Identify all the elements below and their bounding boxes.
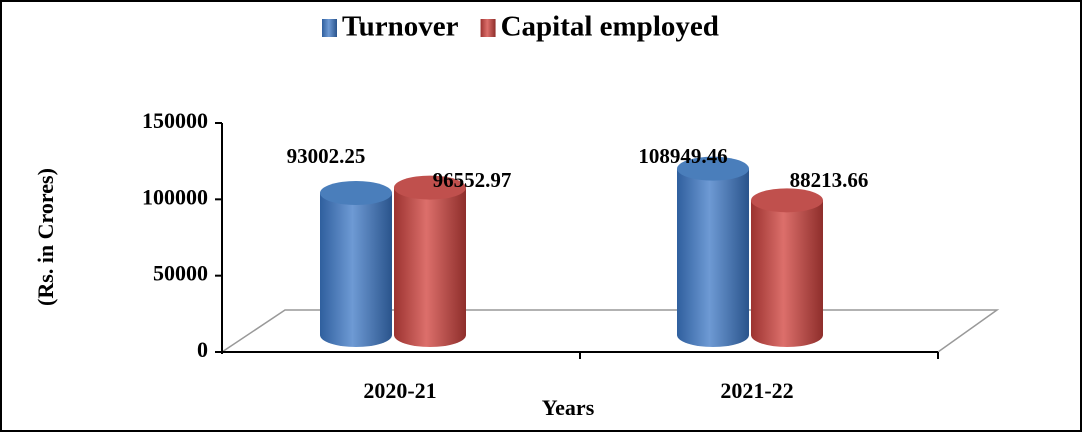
bar-body <box>320 193 392 347</box>
bar-top <box>677 156 749 181</box>
value-label: 108949.46 <box>638 144 727 168</box>
bar <box>751 188 823 347</box>
bar-body <box>751 200 823 347</box>
bar-top <box>751 188 823 213</box>
y-axis-label: (Rs. in Crores) <box>33 168 58 306</box>
x-axis-label: Years <box>542 395 595 420</box>
bar-top <box>394 175 466 200</box>
bar <box>677 156 749 347</box>
x-tick-label: 2021-22 <box>720 378 793 403</box>
value-label: 88213.66 <box>790 168 869 192</box>
y-tick-label: 150000 <box>142 108 208 133</box>
y-tick-label: 0 <box>197 337 208 362</box>
bar <box>320 181 392 347</box>
y-tick-label: 50000 <box>153 261 208 286</box>
legend-label: Capital employed <box>501 11 719 43</box>
bar-body <box>677 168 749 347</box>
bar <box>394 175 466 347</box>
legend-swatch <box>322 19 337 37</box>
legend-label: Turnover <box>342 11 459 43</box>
value-label: 93002.25 <box>287 144 366 168</box>
legend-swatch <box>480 19 496 37</box>
value-label: 96552.97 <box>433 168 512 192</box>
bar-top <box>320 181 392 206</box>
x-tick-label: 2020-21 <box>363 378 436 403</box>
bar-body <box>394 187 466 347</box>
y-tick-label: 100000 <box>142 184 208 209</box>
